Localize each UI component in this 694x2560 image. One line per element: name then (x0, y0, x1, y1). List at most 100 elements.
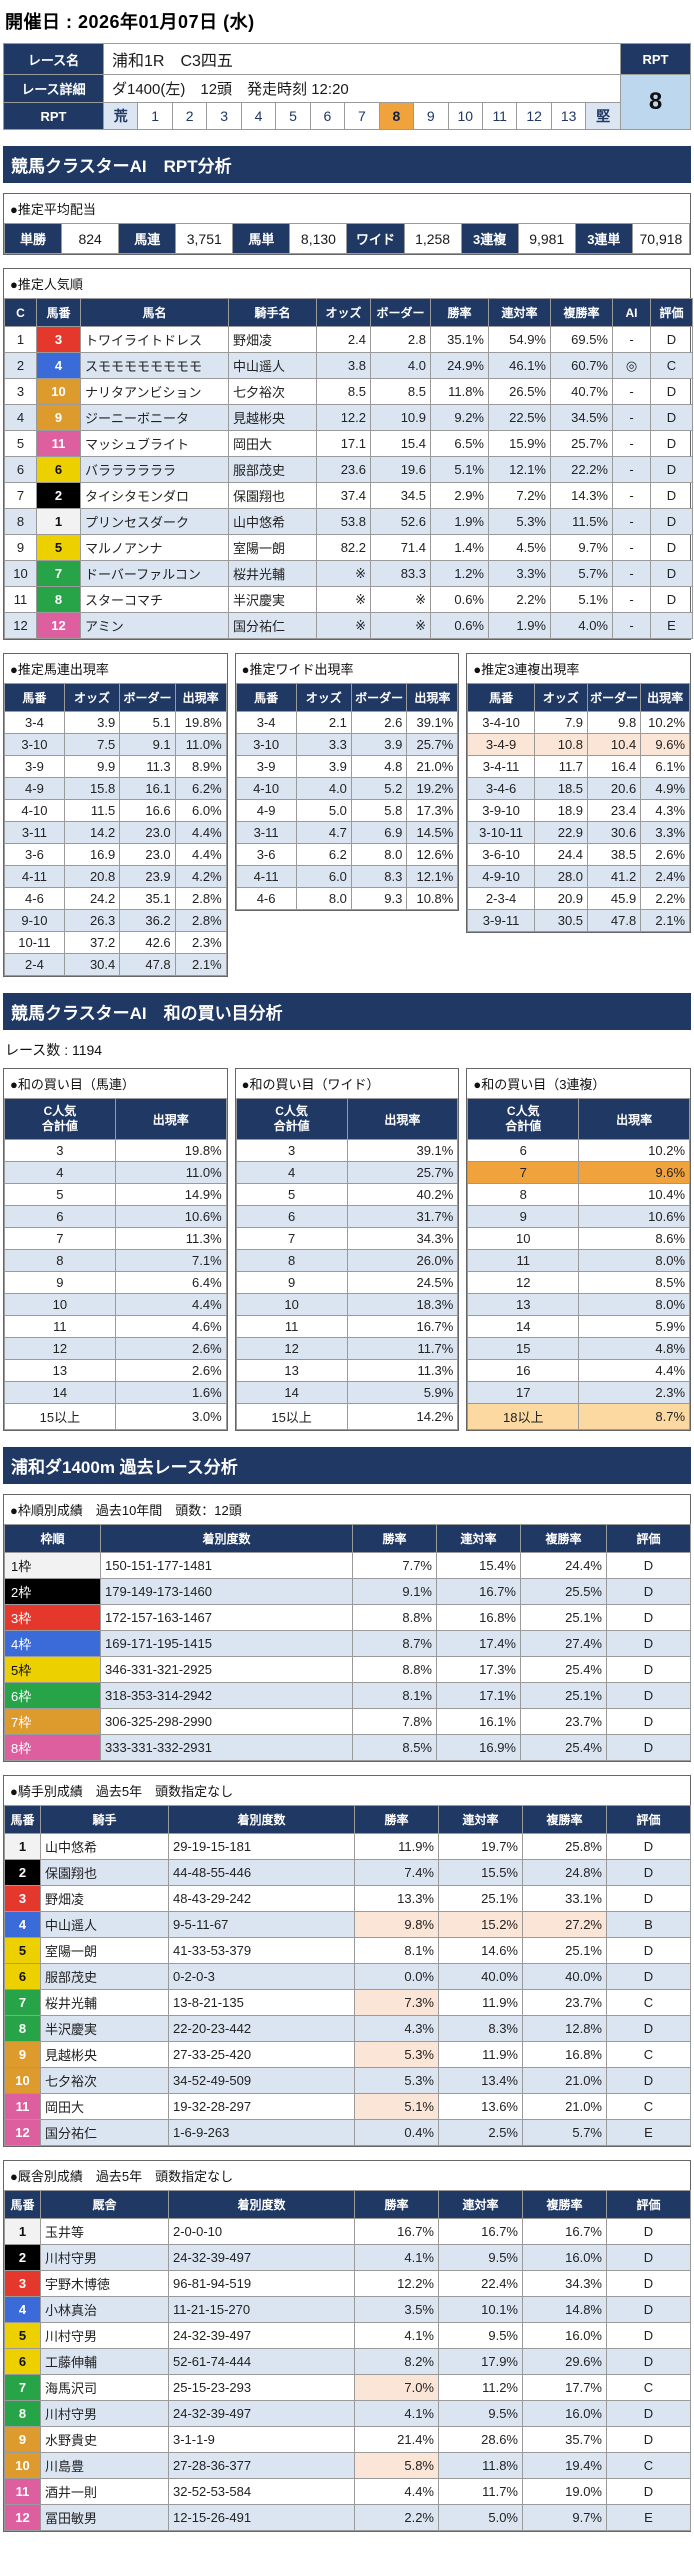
wa-umaren-table: C人気 合計値 出現率 3 19.8% (4, 1098, 227, 1430)
cell-border: 16.6 (119, 799, 176, 822)
cell-eval: D (606, 1963, 691, 1990)
cell-place3-rate: 5.1% (550, 586, 613, 613)
rpt-scale-cell: 堅 (585, 102, 621, 130)
cell-win-rate: 11.9% (354, 1833, 439, 1860)
cell-rate: 1.6% (114, 1381, 227, 1404)
cell-rate: 4.3% (640, 799, 691, 822)
cell-place2-rate: 11.8% (438, 2452, 523, 2479)
cell-win-rate: 5.3% (354, 2041, 439, 2068)
cell-record: 169-171-195-1415 (100, 1630, 353, 1657)
jockey-row: 7 桜井光輔 13-8-21-135 7.3% 11.9% 23.7% C (4, 1989, 691, 2016)
cell-place3-rate: 27.4% (520, 1630, 607, 1657)
cell-record: 333-331-332-2931 (100, 1734, 353, 1761)
stable-row: 6 工藤伸輔 52-61-74-444 8.2% 17.9% 29.6% D (4, 2348, 691, 2375)
cell-place3-rate: 16.0% (522, 2244, 607, 2271)
cell-rate: 3.3% (640, 821, 691, 844)
cell-eval: D (606, 1656, 691, 1683)
wide-occurrence-table: 馬番 オッズ ボーダー 出現率 3-4 2.1 2.6 39.1% (235, 683, 459, 910)
cell-place3-rate: 40.7% (550, 378, 613, 405)
cell-rate: 2.6% (114, 1337, 227, 1360)
waku-row: 6枠 318-353-314-2942 8.1% 17.1% 25.1% D (4, 1682, 691, 1709)
cell-waku: 4枠 (4, 1630, 101, 1657)
popularity-row: 4 9 ジーニーボニータ 見越彬央 12.2 10.9 9.2% 22.5% 3… (4, 404, 693, 431)
cell-sum: 8 (467, 1183, 580, 1206)
race-date-title: 開催日 : 2026年01月07日 (水) (5, 12, 255, 32)
cell-rate: 11.3% (346, 1359, 459, 1382)
cell-eval: D (606, 2296, 691, 2323)
cell-rate: 8.6% (578, 1227, 691, 1250)
cell-rate: 2.4% (640, 865, 691, 888)
cell-win-rate: 8.7% (352, 1630, 437, 1657)
cell-sum: 10 (235, 1293, 348, 1316)
cell-odds: 16.9 (63, 843, 121, 866)
cell-place2-rate: 17.9% (438, 2348, 523, 2375)
cell-sum: 13 (235, 1359, 348, 1382)
cell-eval: D (606, 2478, 691, 2505)
col-header-jockey: 騎手名 (228, 298, 317, 327)
col-header-waku: 枠順 (4, 1524, 101, 1553)
jockey-row: 1 山中悠希 29-19-15-181 11.9% 19.7% 25.8% D (4, 1833, 691, 1860)
wide-occurrence-title: ●推定ワイド出現率 (241, 662, 354, 677)
cell-horse-number: 10 (4, 2067, 41, 2094)
section-header-wa-analysis: 競馬クラスターAI 和の買い目分析 (3, 993, 691, 1030)
cell-odds: 2.1 (295, 711, 352, 734)
section-header-rpt-analysis: 競馬クラスターAI RPT分析 (3, 146, 691, 183)
wa-umaren-row: 13 2.6% (4, 1359, 227, 1382)
cell-border: 10.4 (587, 733, 642, 756)
wa-wide-row: 11 16.7% (235, 1315, 459, 1338)
cell-numbers: 3-4-6 (467, 777, 535, 800)
wa-sanrenpuku-row: 15 4.8% (467, 1337, 691, 1360)
cell-record: 24-32-39-497 (168, 2244, 355, 2271)
cell-numbers: 4-9 (235, 799, 297, 822)
cell-ai-mark: - (612, 430, 651, 457)
cell-place2-rate: 2.2% (488, 586, 551, 613)
cell-horse-number: 4 (36, 352, 81, 379)
cell-win-rate: 7.4% (354, 1859, 439, 1886)
col-header-eval: 評価 (606, 2190, 691, 2219)
sanrenpuku-row: 3-9-10 18.9 23.4 4.3% (467, 799, 691, 822)
cell-place3-rate: 16.0% (522, 2322, 607, 2349)
cell-border: 16.1 (119, 777, 176, 800)
jockey-row: 12 国分祐仁 1-6-9-263 0.4% 2.5% 5.7% E (4, 2119, 691, 2146)
cell-rate: 4.2% (174, 865, 227, 888)
cell-win-rate: 8.1% (354, 1937, 439, 1964)
col-header-c-popularity-sum: C人気 合計値 (4, 1098, 116, 1140)
sanrenpuku-row: 3-4-6 18.5 20.6 4.9% (467, 777, 691, 800)
cell-border: 47.8 (587, 909, 642, 932)
cell-place3-rate: 16.0% (522, 2400, 607, 2427)
cell-border: 5.1 (119, 711, 176, 734)
cell-win-rate: 7.3% (354, 1989, 439, 2016)
cell-win-rate: 9.8% (354, 1911, 439, 1938)
cell-border: 36.2 (119, 909, 176, 932)
cell-win-rate: 0.4% (354, 2119, 439, 2146)
cell-rate: 26.0% (346, 1249, 459, 1272)
cell-place3-rate: 34.3% (522, 2270, 607, 2297)
cell-eval: D (650, 430, 693, 457)
cell-place3-rate: 17.7% (522, 2374, 607, 2401)
wa-umaren-row: 3 19.8% (4, 1139, 227, 1162)
cell-horse-name: ジーニーボニータ (80, 404, 229, 431)
cell-odds: 8.0 (295, 887, 352, 910)
cell-numbers: 3-4 (4, 711, 65, 734)
waku-row: 2枠 179-149-173-1460 9.1% 16.7% 25.5% D (4, 1578, 691, 1605)
wa-umaren-row: 4 11.0% (4, 1161, 227, 1184)
cell-rate: 14.9% (114, 1183, 227, 1206)
wa-sanrenpuku-box: ●和の買い目（3連複） C人気 合計値 出現率 (466, 1068, 692, 1431)
cell-rate: 8.0% (578, 1293, 691, 1316)
popularity-row: 6 6 バララララララ 服部茂史 23.6 19.6 5.1% 12.1% 22… (4, 456, 693, 483)
cell-place2-rate: 15.5% (438, 1859, 523, 1886)
wa-umaren-row: 6 10.6% (4, 1205, 227, 1228)
cell-ai-mark: - (612, 612, 651, 639)
cell-stable-name: 小林真治 (40, 2296, 169, 2323)
cell-place2-rate: 11.9% (438, 2041, 523, 2068)
cell-horse-number: 8 (4, 2400, 41, 2427)
payout-value: 824 (61, 223, 120, 254)
cell-rate: 6.0% (174, 799, 227, 822)
col-header-eval: 評価 (650, 298, 693, 327)
cell-jockey-name: 国分祐仁 (40, 2119, 169, 2146)
cell-border: 10.9 (370, 404, 431, 431)
cell-place2-rate: 5.0% (438, 2504, 523, 2531)
cell-win-rate: 5.1% (354, 2093, 439, 2120)
rpt-header-label: RPT (620, 43, 691, 75)
cell-rate: 4.8% (578, 1337, 691, 1360)
